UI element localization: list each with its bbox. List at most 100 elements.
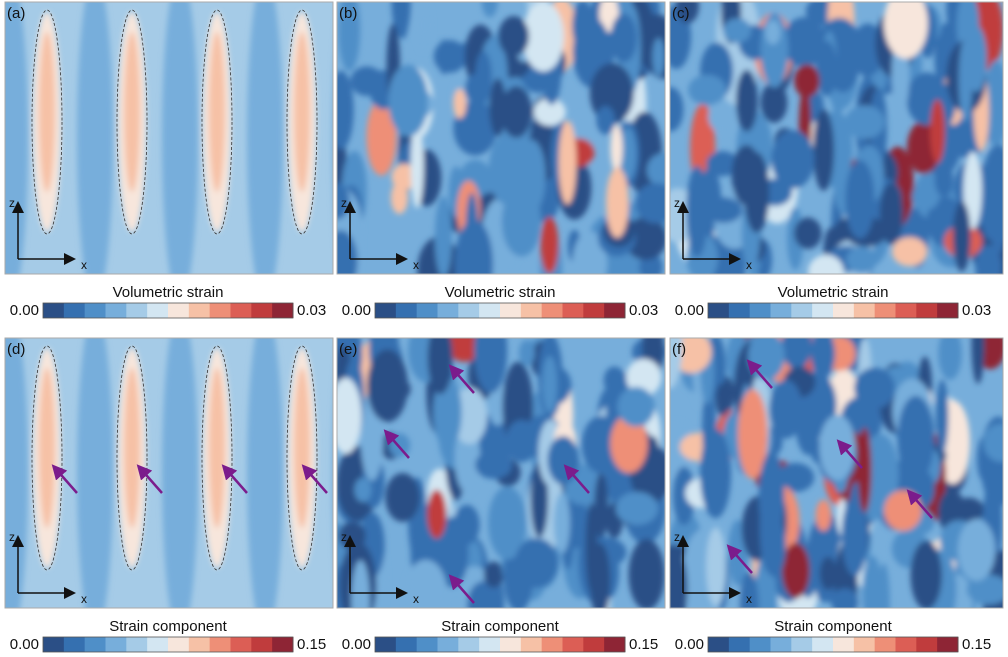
blob	[467, 581, 502, 608]
colorbar-swatch	[395, 637, 418, 652]
panel	[5, 2, 333, 274]
colorbar-swatch	[272, 303, 294, 318]
panel-label: (a)	[7, 5, 25, 22]
blob	[530, 461, 549, 538]
colorbar-swatch	[562, 637, 584, 652]
colorbar-swatch	[105, 637, 127, 652]
colorbar-frame	[42, 636, 294, 653]
blob	[610, 414, 648, 473]
colorbar-swatch	[583, 303, 605, 318]
panel-label: (c)	[672, 5, 690, 22]
colorbar-swatch	[833, 637, 855, 652]
panel-frame	[336, 337, 666, 609]
blob	[815, 499, 832, 532]
panel	[670, 338, 1003, 608]
colorbar-swatch	[84, 637, 106, 652]
colorbar-swatch	[230, 637, 252, 652]
blob	[475, 450, 513, 479]
blob	[454, 219, 493, 274]
blob	[247, 338, 283, 608]
colorbar-swatch	[728, 303, 751, 318]
arrow	[448, 364, 475, 394]
colorbar-swatch	[874, 303, 896, 318]
contour-line	[286, 345, 318, 571]
colorbar-swatch	[895, 303, 917, 318]
blob	[433, 376, 462, 449]
blob	[782, 17, 826, 68]
blob	[474, 338, 508, 394]
blob	[518, 339, 535, 367]
blob	[589, 543, 611, 608]
colorbar-min: 0.00	[342, 636, 371, 653]
blob	[934, 162, 954, 197]
axis-label: z	[9, 196, 15, 210]
colorbar-swatch	[791, 637, 813, 652]
colorbar-min: 0.00	[675, 302, 704, 319]
colorbar-swatch	[520, 637, 543, 652]
blob	[388, 64, 429, 137]
blob	[410, 123, 424, 209]
blob	[618, 127, 637, 181]
contour-line	[116, 345, 148, 571]
axis-label: x	[413, 258, 419, 272]
colorbar-swatch	[583, 637, 605, 652]
colorbar-swatch	[770, 637, 792, 652]
arrow	[448, 574, 475, 604]
colorbar-swatch	[126, 303, 148, 318]
blob	[911, 182, 940, 211]
blob	[910, 540, 942, 608]
blob	[366, 99, 397, 176]
blob	[831, 588, 859, 608]
blob	[813, 109, 835, 191]
blob	[445, 338, 483, 362]
colorbar-frame	[707, 636, 959, 653]
colorbar-swatch	[916, 637, 938, 652]
colorbar-frame	[42, 302, 294, 319]
panel-frame	[4, 1, 334, 275]
blob	[744, 152, 770, 233]
colorbar-swatch	[437, 637, 459, 652]
arrow	[51, 464, 78, 494]
colorbar-max: 0.15	[962, 636, 991, 653]
contour-field	[670, 338, 1003, 608]
blob	[808, 254, 844, 274]
contour-field	[670, 2, 1003, 274]
colorbar-swatch	[251, 303, 273, 318]
blob	[670, 87, 684, 132]
blob	[77, 338, 113, 608]
blob	[879, 182, 904, 245]
blob	[765, 20, 781, 45]
contour-line	[201, 345, 233, 571]
blob	[427, 489, 447, 539]
blob	[434, 196, 452, 274]
blob	[488, 384, 508, 426]
colorbar-swatch	[479, 303, 501, 318]
panel	[5, 338, 333, 608]
blob	[39, 368, 55, 528]
colorbar-title: Volumetric strain	[778, 284, 889, 301]
colorbar-swatch	[63, 303, 86, 318]
axis-label: x	[81, 258, 87, 272]
blob	[475, 51, 492, 103]
blob	[209, 368, 225, 528]
colorbar-swatch	[43, 303, 65, 318]
blob	[854, 367, 895, 409]
blob	[794, 217, 822, 249]
blob	[963, 151, 983, 230]
blob	[975, 245, 1002, 274]
blob	[737, 389, 768, 480]
blob	[735, 69, 758, 132]
blob	[739, 571, 759, 608]
blob	[453, 88, 467, 119]
blob	[771, 130, 815, 189]
blob	[610, 124, 623, 172]
blob	[794, 378, 822, 456]
axis-label: x	[746, 592, 752, 606]
panel	[670, 2, 1003, 274]
blob	[686, 165, 708, 258]
contour-field	[337, 338, 665, 608]
blob	[857, 427, 872, 513]
blob	[688, 74, 727, 106]
blob	[748, 338, 785, 381]
